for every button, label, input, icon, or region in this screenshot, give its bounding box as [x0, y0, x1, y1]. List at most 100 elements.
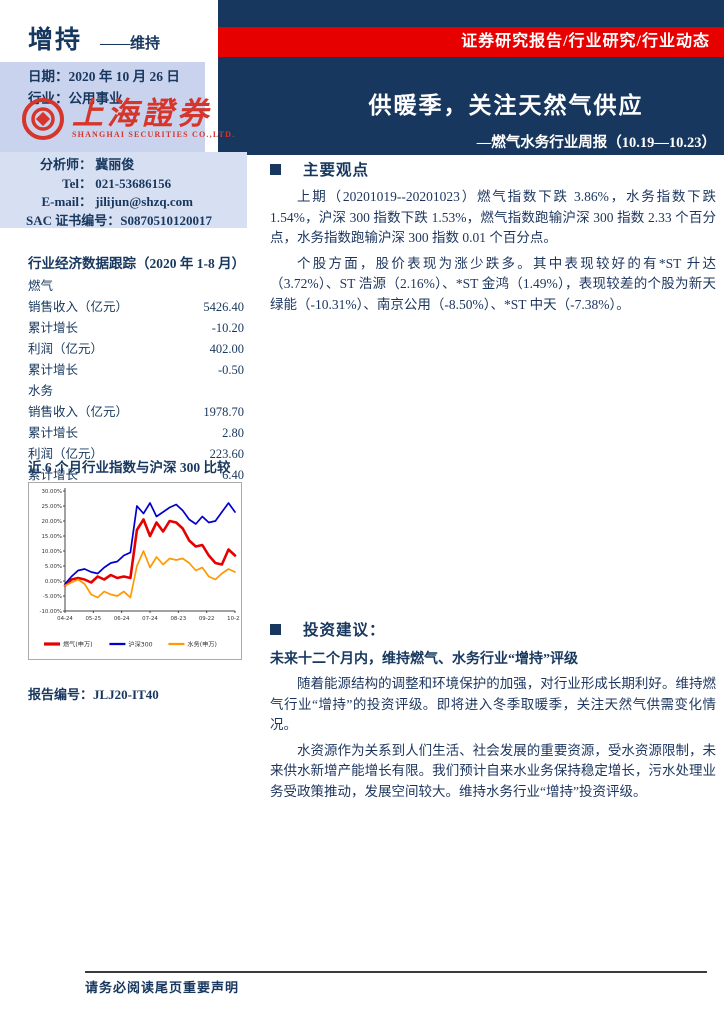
industry-index-chart: 30.00% 25.00% 20.00% 15.00% 10.00% 5.00% 0.00%… [40, 488, 243, 648]
y-tick-label: 20.00% [41, 519, 62, 525]
logo-cn-text: 上海證券 [72, 96, 212, 131]
row-value: -10.20 [211, 321, 244, 335]
square-bullet-icon [270, 623, 281, 635]
table-row: 累计增长 -10.20 [28, 318, 244, 339]
analyst-name: 冀丽俊 [95, 157, 135, 172]
report-header: 证券研究报告/行业研究/行业动态 供暖季，关注天然气供应 —燃气水务行业周报（1… [218, 0, 724, 155]
row-label: 销售收入（亿元） [28, 405, 129, 419]
paragraph: 上期（20201019--20201023）燃气指数下跌 3.86%，水务指数下… [270, 189, 716, 245]
series-line [64, 550, 236, 599]
industry-row: 行业：公用事业 [0, 91, 205, 106]
paragraph: 随着能源结构的调整和环境保护的加强，对行业形成长期利好。维持燃气行业“增持”的投… [270, 676, 716, 732]
legend-label: 水务(申万) [187, 640, 217, 648]
tel-row: Tel： 021-53686156 [26, 175, 246, 194]
row-label: 累计增长 [28, 363, 79, 377]
x-tick-label: 04-24 [57, 616, 73, 622]
table-row: 累计增长 2.80 [28, 423, 244, 444]
y-tick-label: 10.00% [41, 549, 62, 555]
report-category-banner: 证券研究报告/行业研究/行业动态 [218, 27, 724, 57]
table-row: 累计增长 6.40 [28, 465, 244, 486]
tel-label: Tel： [62, 175, 92, 191]
x-tick-label: 10-22 [227, 616, 240, 622]
section-title: 主要观点 [303, 162, 370, 179]
legend-label: 沪深300 [128, 640, 152, 648]
x-tick-label: 07-24 [142, 616, 158, 622]
y-tick-label: 25.00% [41, 504, 62, 510]
industry-value: 公用事业 [68, 91, 123, 106]
section-main-views: 主要观点 上期（20201019--20201023）燃气指数下跌 3.86%，… [270, 158, 716, 320]
report-number-value: JLJ20-IT40 [93, 687, 159, 702]
email-value: jilijun@shzq.com [95, 194, 193, 209]
x-tick-label: 08-23 [170, 616, 186, 622]
y-tick-label: -5.00% [43, 594, 62, 600]
row-label: 销售收入（亿元） [28, 300, 129, 314]
rating-block: 增持 ——维持 [28, 20, 208, 56]
y-tick-label: 0.00% [45, 579, 62, 585]
analyst-label: 分析师： [39, 157, 92, 172]
paragraph: 个股方面，股价表现为涨少跌多。其中表现较好的有*ST 升达（3.72%）、ST … [270, 255, 716, 312]
table-row: 销售收入（亿元） 1978.70 [28, 402, 244, 423]
chart-section: 近 6 个月行业指数与沪深 300 比较 30.00% 25.00% 20.00% 1… [28, 456, 244, 660]
industry-data-tracking: 行业经济数据跟踪（2020 年 1-8 月） 燃气销售收入（亿元） 5426.40… [28, 252, 246, 486]
footer-disclaimer: 请务必阅读尾页重要声明 [85, 980, 240, 995]
date-value: 2020 年 10 月 26 日 [68, 69, 180, 84]
row-label: 利润（亿元） [28, 447, 104, 461]
analyst-row: 分析师： 冀丽俊 [26, 156, 246, 175]
row-value: 2.80 [222, 426, 244, 440]
row-value: 1978.70 [203, 405, 244, 419]
row-value: -0.50 [217, 363, 244, 377]
y-tick-label: -10.00% [40, 609, 63, 615]
table-row: 利润（亿元） 223.60 [28, 444, 244, 465]
rating-value: 增持 [28, 27, 83, 54]
analyst-info: 分析师： 冀丽俊 Tel： 021-53686156 E-mail： jilij… [26, 156, 246, 230]
row-label: 燃气 [28, 279, 54, 293]
table-row: 燃气 [28, 276, 244, 297]
square-bullet-icon [270, 163, 281, 175]
row-label: 水务 [28, 384, 54, 398]
section-investment-advice: 投资建议： 未来十二个月内，维持燃气、水务行业“增持”评级 随着能源结构的调整和… [270, 618, 716, 807]
email-row: E-mail： jilijun@shzq.com [26, 193, 246, 212]
row-value: 6.40 [222, 468, 244, 482]
tracking-table: 燃气销售收入（亿元） 5426.40 累计增长 -10.20 利润（亿元） 402.00 累… [28, 276, 244, 486]
table-row: 销售收入（亿元） 5426.40 [28, 297, 244, 318]
paragraph: 水资源作为关系到人们生活、社会发展的重要资源，受水资源限制，未来供水新增产能增长… [270, 742, 716, 799]
table-row: 累计增长 -0.50 [28, 360, 244, 381]
series-line [64, 502, 236, 585]
row-value: 223.60 [209, 447, 244, 461]
x-tick-label: 09-22 [199, 616, 215, 622]
row-label: 利润（亿元） [28, 342, 104, 356]
y-tick-label: 5.00% [45, 564, 62, 570]
analyst-panel [0, 152, 247, 228]
x-tick-label: 06-24 [114, 616, 130, 622]
footer-divider [85, 971, 707, 973]
sac-value: S0870510120017 [120, 212, 212, 228]
logo-en-text: SHANGHAI SECURITIES CO.,LTD. [72, 130, 236, 139]
table-row: 水务 [28, 381, 244, 402]
row-value: 402.00 [209, 342, 244, 356]
section-heading: 主要观点 [270, 158, 716, 180]
chart-title: 近 6 个月行业指数与沪深 300 比较 [28, 460, 231, 475]
y-tick-label: 15.00% [41, 534, 62, 540]
rating-statement: 未来十二个月内，维持燃气、水务行业“增持”评级 [270, 652, 578, 667]
report-subtitle: —燃气水务行业周报（10.19—10.23） [476, 135, 716, 151]
table-row: 利润（亿元） 402.00 [28, 339, 244, 360]
sac-label: SAC 证书编号： [26, 212, 121, 228]
section-title: 投资建议： [303, 622, 386, 639]
x-tick-label: 05-25 [85, 616, 101, 622]
section-heading: 投资建议： [270, 618, 716, 640]
series-line [63, 518, 237, 587]
report-number: 报告编号：JLJ20-IT40 [28, 684, 159, 703]
tracking-title: 行业经济数据跟踪（2020 年 1-8 月） [28, 256, 246, 271]
chart-frame: 30.00% 25.00% 20.00% 15.00% 10.00% 5.00% 0.00%… [28, 482, 243, 660]
rating-maintained: ——维持 [100, 36, 161, 52]
legend-label: 燃气(申万) [63, 640, 93, 648]
y-tick-label: 30.00% [41, 489, 62, 495]
email-label: E-mail： [41, 194, 92, 209]
logo-ring-icon [22, 98, 64, 140]
date-label: 日期： [28, 69, 69, 84]
row-label: 累计增长 [28, 426, 79, 440]
row-label: 累计增长 [28, 321, 79, 335]
row-value: 5426.40 [203, 300, 244, 314]
date-row: 日期：2020 年 10 月 26 日 [0, 69, 205, 84]
